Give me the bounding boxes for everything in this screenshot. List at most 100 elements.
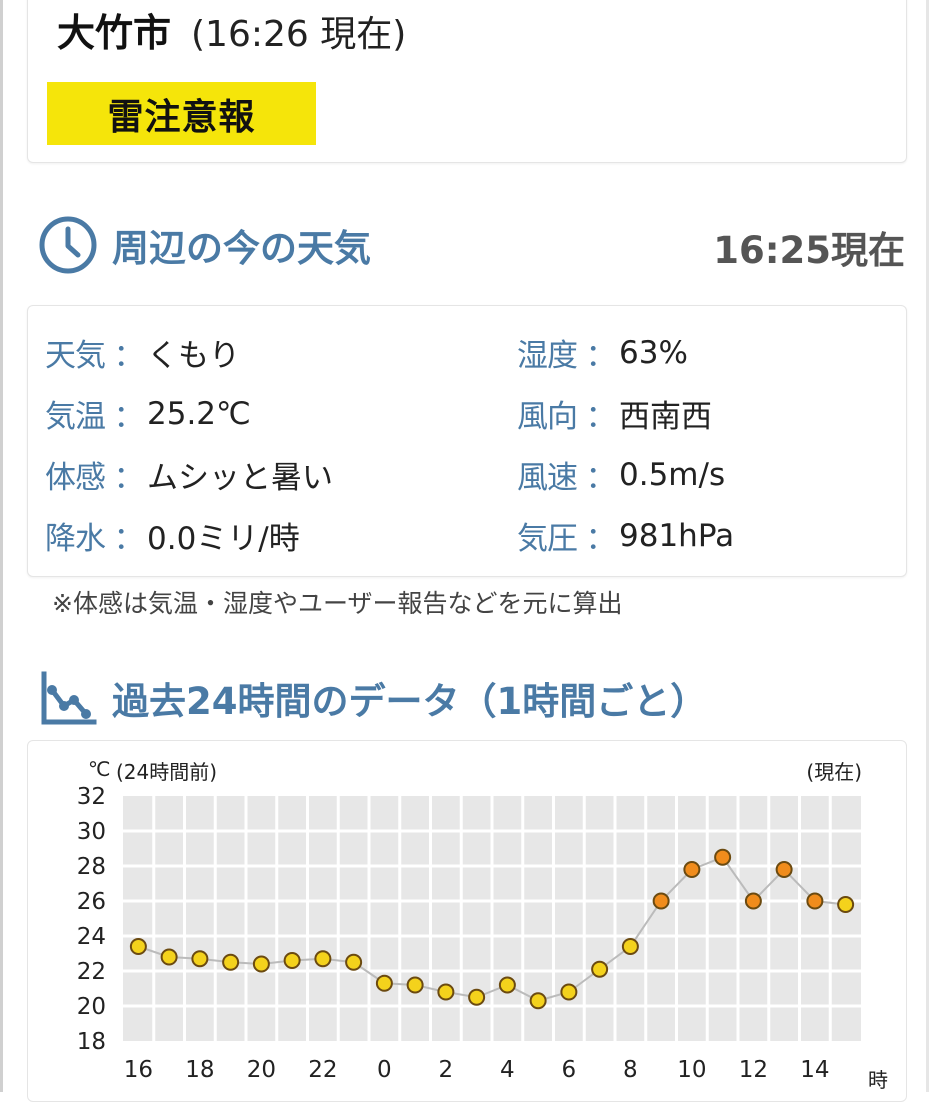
current-weather-heading: 周辺の今の天気 [38,215,371,275]
observation-time: (16:26 現在) [191,14,407,55]
clock-icon [39,216,97,274]
temperature-point[interactable] [437,983,455,1001]
y-tick-label: 22 [77,959,106,985]
detail-value: 25.2℃ [147,395,251,432]
temperature-point[interactable] [837,896,855,913]
y-axis-ticks: 32 30 28 26 24 22 20 18 [77,784,106,1055]
x-axis-ticks: 16 18 20 22 0 2 4 6 8 10 12 14 [124,1057,830,1083]
x-tick-label: 20 [247,1057,276,1083]
x-tick-label: 8 [623,1057,638,1083]
temperature-chart-card: 32 30 28 26 24 22 20 18 16 18 20 22 0 2 4 6 8 10 12 14 ℃ (… [27,740,907,1102]
temperature-point[interactable] [129,938,147,955]
x-axis-unit: 時 [868,1068,888,1092]
temperature-point[interactable] [160,948,178,966]
left-edge [0,0,3,1092]
temperature-point[interactable] [345,953,363,971]
y-tick-label: 26 [77,889,106,915]
start-annotation: (24時間前) [116,760,217,784]
temperature-point[interactable] [744,892,762,910]
detail-colon: ： [585,338,617,374]
temperature-point[interactable] [283,952,301,969]
x-tick-label: 6 [562,1057,577,1083]
temperature-point[interactable] [683,861,701,878]
temperature-point[interactable] [621,938,639,955]
detail-row-temperature: 気温： 25.2℃ [45,391,251,436]
detail-row-precipitation: 降水： 0.0ミリ/時 [45,513,300,558]
detail-key: 体感 [45,460,106,496]
temperature-point[interactable] [806,892,824,910]
y-axis-unit: ℃ [88,757,110,781]
city-name: 大竹市 [57,11,172,55]
temperature-point[interactable] [191,950,209,968]
now-annotation: (現在) [806,760,862,784]
detail-key: 気圧 [517,521,578,557]
detail-row-humidity: 湿度： 63% [517,330,688,375]
detail-value: 981hPa [619,517,735,554]
detail-key: 気温 [45,399,106,435]
detail-value: ムシッと暑い [147,460,333,496]
updated-time: 16:25現在 [713,229,905,272]
detail-key: 降水 [45,521,106,557]
detail-colon: ： [585,399,617,435]
line-chart-icon [41,671,97,725]
y-tick-label: 18 [77,1029,106,1055]
x-tick-label: 0 [377,1057,392,1083]
detail-value: 0.0ミリ/時 [147,521,300,557]
history-heading: 過去24時間のデータ（1時間ごと） [38,668,707,728]
x-tick-label: 2 [439,1057,454,1083]
temperature-point[interactable] [314,950,332,968]
y-tick-label: 28 [77,854,106,880]
detail-colon: ： [113,399,145,435]
temperature-point[interactable] [714,848,732,866]
detail-colon: ： [113,338,145,374]
x-tick-label: 16 [124,1057,153,1083]
detail-row-feels-like: 体感：ムシッと暑い [45,452,333,497]
feels-like-note: ※体感は気温・湿度やユーザー報告などを元に算出 [52,589,623,618]
location-card: 大竹市 (16:26 現在) 雷注意報 [27,0,907,163]
detail-value: 西南西 [619,399,712,435]
y-tick-label: 32 [77,784,106,810]
detail-row-pressure: 気圧： 981hPa [517,513,734,558]
detail-value: 63% [619,334,688,371]
temperature-points [129,848,855,1010]
temperature-point[interactable] [498,976,516,994]
temperature-point[interactable] [406,976,424,994]
temperature-point[interactable] [375,974,393,992]
y-tick-label: 24 [77,924,106,950]
detail-row-wind-speed: 風速： 0.5m/s [517,452,725,497]
detail-row-weather: 天気：くもり [45,330,240,375]
detail-colon: ： [585,521,617,557]
detail-key: 天気 [45,338,106,374]
history-title: 過去24時間のデータ（1時間ごと） [112,680,708,723]
detail-key: 風速 [517,460,578,496]
detail-key: 風向 [517,399,578,435]
x-tick-label: 22 [308,1057,337,1083]
detail-value: くもり [147,338,240,374]
x-tick-label: 10 [677,1057,706,1083]
chart-grid [123,796,861,1041]
detail-key: 湿度 [517,338,578,374]
temperature-point[interactable] [560,983,578,1001]
detail-colon: ： [113,521,145,557]
detail-colon: ： [585,460,617,496]
x-tick-label: 12 [739,1057,768,1083]
temperature-point[interactable] [775,861,793,878]
detail-colon: ： [113,460,145,496]
warning-badge[interactable]: 雷注意報 [47,82,316,145]
y-tick-label: 20 [77,994,106,1020]
temperature-point[interactable] [591,960,609,978]
detail-value: 0.5m/s [619,456,726,493]
temperature-point[interactable] [252,955,270,973]
right-edge [926,0,929,1092]
weather-details-card: 天気：くもり 気温： 25.2℃ 体感：ムシッと暑い 降水： 0.0ミリ/時 湿度：… [27,305,907,577]
current-weather-title: 周辺の今の天気 [112,227,371,270]
x-tick-label: 18 [185,1057,214,1083]
temperature-point[interactable] [222,953,240,971]
temperature-point[interactable] [529,992,547,1010]
x-tick-label: 14 [800,1057,829,1083]
y-tick-label: 30 [77,819,106,845]
temperature-point[interactable] [468,988,486,1006]
temperature-point[interactable] [652,892,670,910]
detail-row-wind-direction: 風向：西南西 [517,391,712,436]
